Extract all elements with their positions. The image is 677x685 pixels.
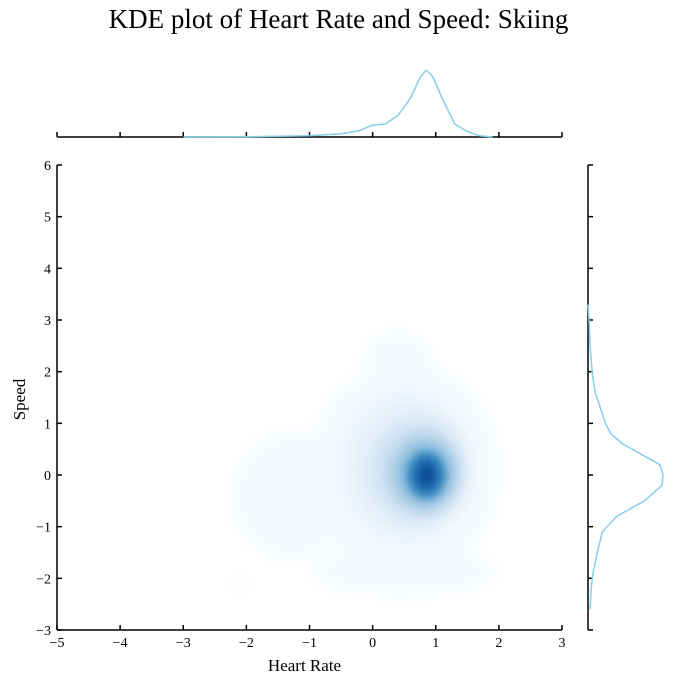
kde-core — [407, 451, 446, 499]
x-tick-label: −1 — [302, 636, 317, 651]
y-tick-label: 5 — [44, 211, 51, 226]
y-tick-label: 4 — [44, 262, 51, 277]
x-tick-label: 1 — [432, 636, 439, 651]
y-axis-label: Speed — [10, 378, 29, 420]
x-tick-label: −3 — [176, 636, 191, 651]
y-tick-label: 0 — [44, 469, 51, 484]
chart-title: KDE plot of Heart Rate and Speed: Skiing — [108, 4, 569, 34]
y-tick-label: 2 — [44, 366, 51, 381]
kde-density — [230, 330, 503, 597]
y-tick-label: −1 — [36, 521, 51, 536]
x-tick-label: −5 — [50, 636, 65, 651]
x-tick-label: −2 — [239, 636, 254, 651]
x-tick-label: −4 — [113, 636, 128, 651]
right-marginal-density-line — [587, 304, 664, 610]
kde-level-1e — [363, 330, 433, 382]
x-tick-label: 2 — [495, 636, 502, 651]
y-tick-label: 3 — [44, 314, 51, 329]
x-axis-label: Heart Rate — [268, 656, 341, 675]
y-tick-label: −2 — [36, 572, 51, 587]
y-tick-label: −3 — [36, 624, 51, 639]
x-tick-label: 3 — [559, 636, 566, 651]
kde-level-8 — [419, 465, 433, 485]
y-tick-label: 1 — [44, 417, 51, 432]
top-marginal-density-line — [183, 69, 493, 138]
kde-level-1d — [230, 577, 250, 590]
kde-level-1c — [309, 549, 499, 597]
y-tick-label: 6 — [44, 159, 51, 174]
kde-level-1b — [230, 431, 351, 561]
x-tick-label: 0 — [369, 636, 376, 651]
